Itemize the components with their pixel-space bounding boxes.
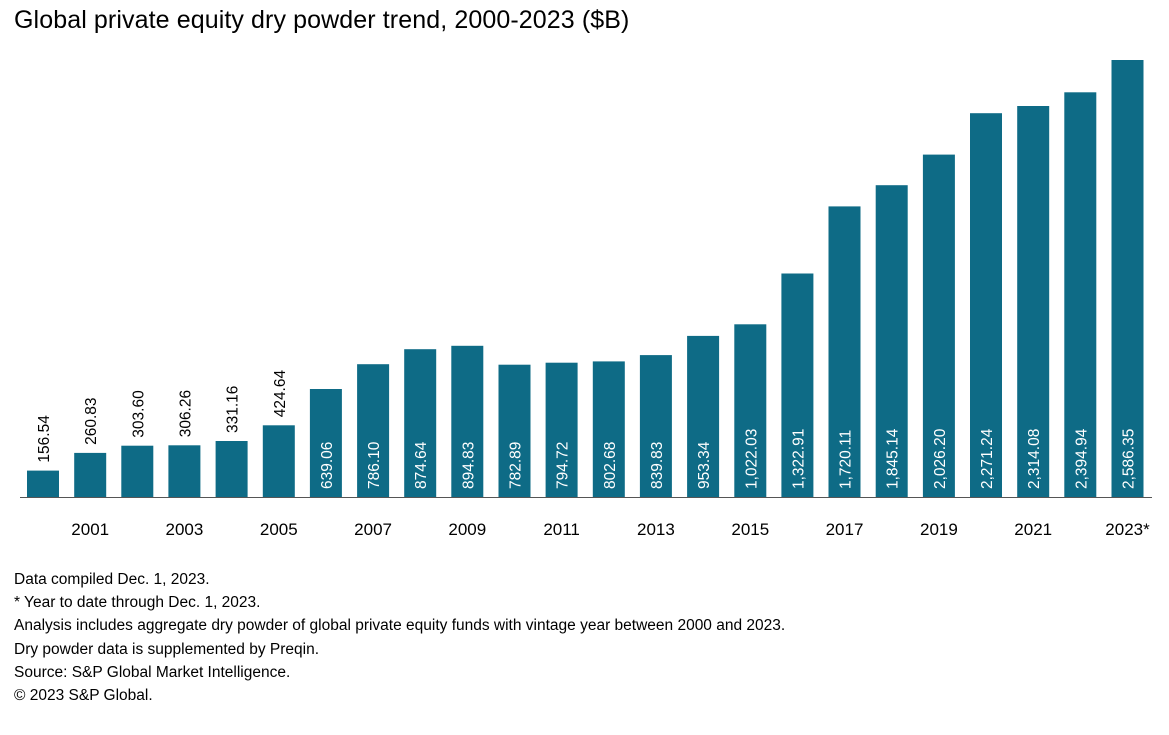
bar-2016 <box>781 273 814 497</box>
x-tick-label-2011: 2011 <box>543 520 580 539</box>
value-label-2008: 874.64 <box>413 441 430 489</box>
value-label-2022: 2,394.94 <box>1073 428 1090 489</box>
note-data-compiled: Data compiled Dec. 1, 2023. <box>14 571 210 588</box>
x-tick-label-2003: 2003 <box>165 520 203 539</box>
bar-2012 <box>592 361 625 497</box>
bar-2017 <box>828 206 861 497</box>
value-label-2018: 1,845.14 <box>885 428 902 489</box>
note-copyright: © 2023 S&P Global. <box>14 687 153 705</box>
bar-2001 <box>74 452 107 497</box>
value-label-2019: 2,026.20 <box>932 428 949 489</box>
bar-2004 <box>215 441 248 497</box>
bar-2010 <box>498 364 531 497</box>
bar-2019 <box>922 154 955 497</box>
value-label-2004: 331.16 <box>225 386 242 433</box>
x-tick-label-2009: 2009 <box>448 520 486 539</box>
bar-2000 <box>27 470 59 497</box>
chart-notes: Data compiled Dec. 1, 2023. * Year to da… <box>14 568 785 707</box>
bar-2009 <box>451 345 484 497</box>
value-label-2013: 839.83 <box>649 442 666 489</box>
bar-2003 <box>168 445 201 497</box>
bar-2014 <box>687 335 720 497</box>
value-label-2012: 802.68 <box>602 442 619 489</box>
value-label-2002: 303.60 <box>130 390 147 438</box>
chart-title: Global private equity dry powder trend, … <box>14 6 630 34</box>
x-tick-label-2001: 2001 <box>71 520 109 539</box>
note-year-to-date: * Year to date through Dec. 1, 2023. <box>14 594 261 612</box>
bar-2023* <box>1111 60 1144 497</box>
bar-2005 <box>262 425 295 497</box>
x-tick-label-2023-star: 2023* <box>1105 520 1150 539</box>
bar-2021 <box>1017 106 1050 497</box>
value-label-2000: 156.54 <box>36 415 53 463</box>
value-label-2005: 424.64 <box>272 370 289 418</box>
note-preqin: Dry powder data is supplemented by Preqi… <box>14 640 319 658</box>
x-tick-label-2015: 2015 <box>731 520 769 539</box>
bar-2013 <box>639 355 672 497</box>
bar-2006 <box>309 389 342 497</box>
value-label-2016: 1,322.91 <box>790 429 807 489</box>
value-label-2010: 782.89 <box>508 442 525 489</box>
note-source: Source: S&P Global Market Intelligence. <box>14 663 291 681</box>
bar-2008 <box>404 349 437 497</box>
value-label-2014: 953.34 <box>696 441 713 489</box>
value-label-2017: 1,720.11 <box>838 430 855 489</box>
value-label-2011: 794.72 <box>555 442 572 489</box>
x-tick-label-2005: 2005 <box>260 520 298 539</box>
note-analysis: Analysis includes aggregate dry powder o… <box>14 617 786 635</box>
bar-2018 <box>875 185 908 497</box>
value-label-2021: 2,314.08 <box>1026 429 1043 489</box>
bar-2020 <box>970 113 1002 497</box>
bar-2002 <box>121 445 154 497</box>
value-label-2007: 786.10 <box>366 441 383 489</box>
value-label-2023*: 2,586.35 <box>1121 429 1138 489</box>
value-label-2001: 260.83 <box>83 397 100 444</box>
bar-2022 <box>1064 92 1097 498</box>
x-tick-label-2021: 2021 <box>1014 520 1052 539</box>
value-label-2006: 639.06 <box>319 442 336 489</box>
x-tick-label-2007: 2007 <box>354 520 392 539</box>
bar-chart: 156.54 260.83 303.60 306.26 331.16 424.64 639.… <box>20 60 1152 539</box>
x-tick-label-2017: 2017 <box>826 520 864 539</box>
value-label-2020: 2,271.24 <box>979 428 996 489</box>
bar-2015 <box>734 324 767 497</box>
value-label-2009: 894.83 <box>460 442 477 489</box>
value-label-2015: 1,022.03 <box>743 429 760 489</box>
bar-2011 <box>545 362 578 497</box>
bar-2007 <box>357 364 390 497</box>
x-tick-label-2013: 2013 <box>637 520 675 539</box>
value-label-2003: 306.26 <box>177 390 194 437</box>
x-tick-label-2019: 2019 <box>920 520 958 539</box>
